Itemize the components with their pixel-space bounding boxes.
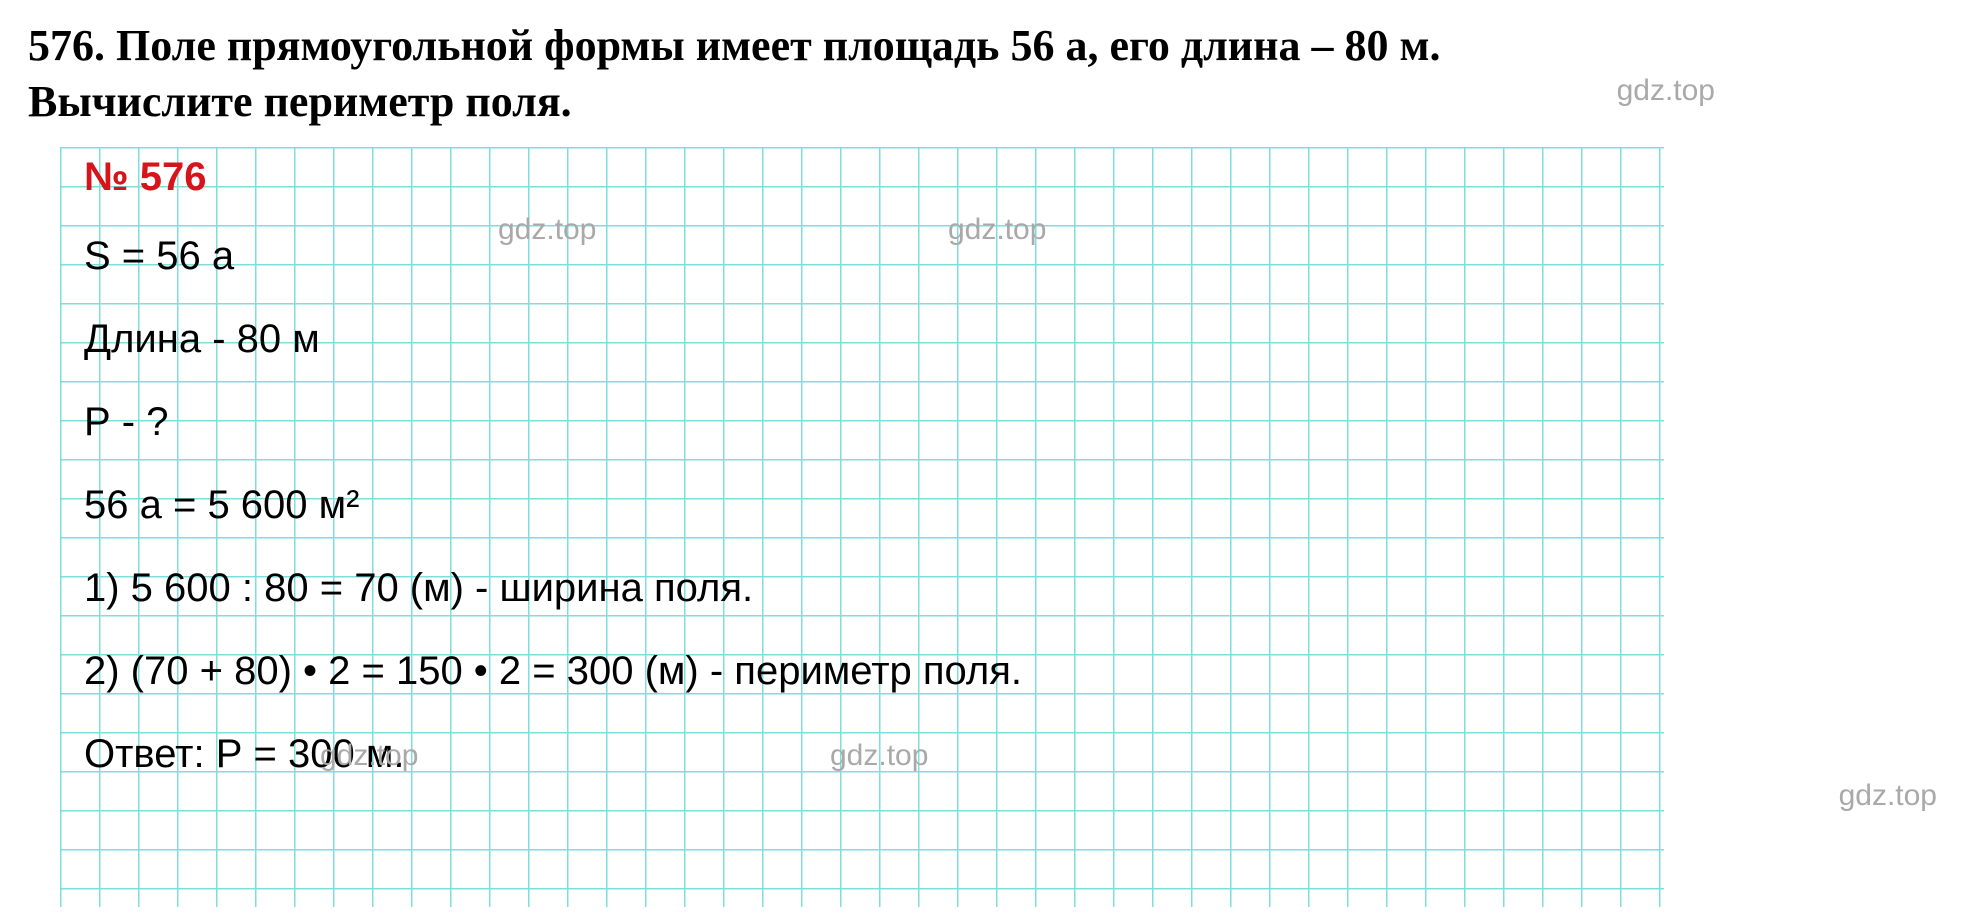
problem-line2: Вычислите периметр поля. xyxy=(28,77,572,126)
solution-content: № 576 S = 56 а Длина - 80 м Р - ? 56 а =… xyxy=(60,147,1664,777)
solution-line: 1) 5 600 : 80 = 70 (м) - ширина поля. xyxy=(84,566,1640,611)
solution-title: № 576 xyxy=(84,155,1640,200)
solution-line: 2) (70 + 80) • 2 = 150 • 2 = 300 (м) - п… xyxy=(84,649,1640,694)
watermark-grid: gdz.top xyxy=(320,739,418,773)
solution-line: Длина - 80 м xyxy=(84,317,1640,362)
problem-line1: Поле прямоугольной формы имеет площадь 5… xyxy=(116,21,1440,70)
solution-line: 56 а = 5 600 м² xyxy=(84,483,1640,528)
solution-line: Р - ? xyxy=(84,400,1640,445)
problem-number: 576. xyxy=(28,21,105,70)
watermark-grid: gdz.top xyxy=(830,739,928,773)
watermark-grid: gdz.top xyxy=(498,213,596,247)
problem-statement: 576. Поле прямоугольной формы имеет площ… xyxy=(0,0,1985,141)
watermark-top: gdz.top xyxy=(1617,72,1715,110)
watermark-grid: gdz.top xyxy=(948,213,1046,247)
solution-worksheet: № 576 S = 56 а Длина - 80 м Р - ? 56 а =… xyxy=(60,147,1664,907)
watermark-right: gdz.top xyxy=(1839,779,1937,813)
solution-line: S = 56 а xyxy=(84,234,1640,279)
